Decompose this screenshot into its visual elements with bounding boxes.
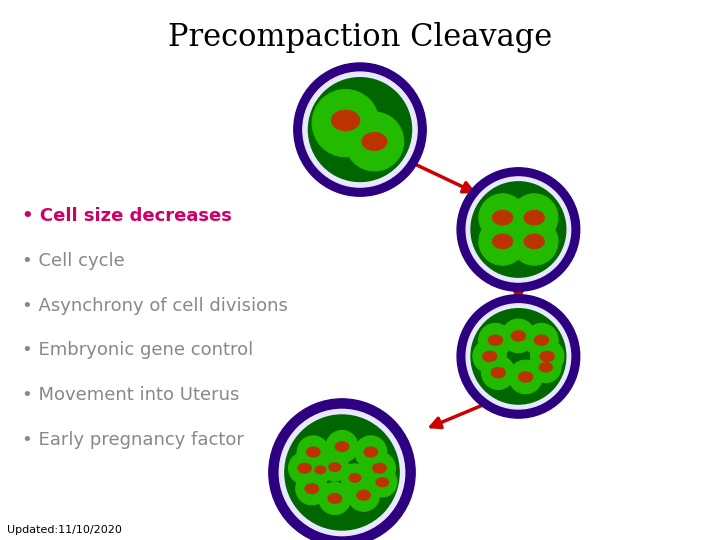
Ellipse shape	[285, 415, 399, 530]
Ellipse shape	[510, 194, 558, 241]
Ellipse shape	[479, 218, 526, 265]
Ellipse shape	[289, 452, 320, 484]
Ellipse shape	[296, 472, 328, 505]
Text: • Asynchrony of cell divisions: • Asynchrony of cell divisions	[22, 296, 287, 315]
Ellipse shape	[531, 352, 561, 383]
Ellipse shape	[319, 482, 351, 515]
Ellipse shape	[348, 479, 379, 511]
Ellipse shape	[269, 399, 415, 540]
Ellipse shape	[368, 468, 397, 497]
Ellipse shape	[540, 352, 554, 361]
Ellipse shape	[518, 372, 533, 382]
Ellipse shape	[457, 168, 580, 291]
Ellipse shape	[471, 182, 566, 277]
Ellipse shape	[479, 194, 526, 241]
Ellipse shape	[308, 78, 412, 181]
Ellipse shape	[305, 484, 318, 494]
Ellipse shape	[341, 464, 369, 492]
Ellipse shape	[502, 319, 535, 353]
Ellipse shape	[357, 490, 370, 500]
Ellipse shape	[328, 494, 341, 503]
Ellipse shape	[312, 90, 379, 157]
Ellipse shape	[509, 360, 542, 394]
Ellipse shape	[492, 234, 513, 248]
Ellipse shape	[355, 436, 387, 468]
Ellipse shape	[539, 362, 552, 372]
Ellipse shape	[373, 463, 386, 473]
Ellipse shape	[362, 133, 387, 150]
Ellipse shape	[525, 323, 558, 357]
Ellipse shape	[336, 442, 348, 451]
Text: • Early pregnancy factor: • Early pregnancy factor	[22, 431, 243, 449]
Ellipse shape	[482, 356, 515, 389]
Ellipse shape	[315, 466, 325, 474]
Ellipse shape	[488, 335, 503, 345]
Ellipse shape	[376, 478, 389, 487]
Ellipse shape	[531, 340, 564, 373]
Ellipse shape	[329, 463, 341, 471]
Ellipse shape	[331, 110, 360, 131]
Ellipse shape	[303, 72, 417, 187]
Text: • Cell cycle: • Cell cycle	[22, 252, 125, 270]
Ellipse shape	[294, 63, 426, 196]
Ellipse shape	[297, 436, 329, 468]
Ellipse shape	[524, 211, 544, 225]
Ellipse shape	[457, 295, 580, 418]
Ellipse shape	[534, 335, 549, 345]
Text: • Cell size decreases: • Cell size decreases	[22, 207, 231, 225]
Ellipse shape	[321, 453, 348, 481]
Ellipse shape	[349, 474, 361, 482]
Ellipse shape	[466, 177, 571, 282]
Ellipse shape	[466, 304, 571, 409]
Ellipse shape	[491, 368, 505, 377]
Ellipse shape	[279, 409, 405, 536]
Ellipse shape	[482, 352, 497, 361]
Ellipse shape	[364, 447, 377, 457]
Text: • Movement into Uterus: • Movement into Uterus	[22, 386, 239, 404]
Ellipse shape	[524, 234, 544, 248]
Ellipse shape	[308, 457, 333, 482]
Ellipse shape	[511, 331, 526, 341]
Ellipse shape	[298, 463, 311, 473]
Text: Updated:11/10/2020: Updated:11/10/2020	[7, 524, 122, 535]
Ellipse shape	[364, 452, 395, 484]
Ellipse shape	[345, 112, 404, 171]
Ellipse shape	[473, 340, 506, 373]
Ellipse shape	[479, 323, 512, 357]
Ellipse shape	[326, 430, 358, 463]
Text: • Embryonic gene control: • Embryonic gene control	[22, 341, 253, 360]
Ellipse shape	[307, 447, 320, 457]
Ellipse shape	[471, 309, 566, 404]
Text: Precompaction Cleavage: Precompaction Cleavage	[168, 22, 552, 52]
Ellipse shape	[492, 211, 513, 225]
Ellipse shape	[510, 218, 558, 265]
